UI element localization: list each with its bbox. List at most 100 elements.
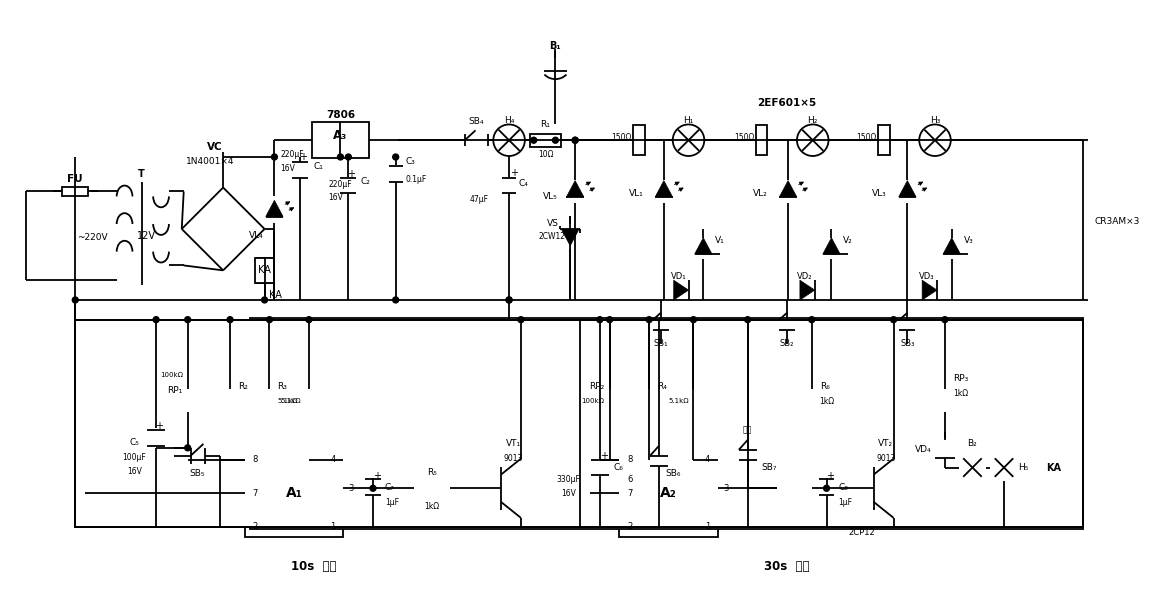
Text: C₈: C₈ [839,482,848,492]
Text: 7: 7 [252,488,258,498]
Circle shape [530,137,536,143]
Bar [878,126,890,155]
Polygon shape [566,181,584,197]
Circle shape [552,137,558,143]
Circle shape [572,137,578,143]
Text: V₁: V₁ [715,236,725,245]
Text: VD₄: VD₄ [915,445,931,454]
Bar [257,258,272,283]
Text: 8: 8 [252,455,258,464]
Circle shape [153,317,159,323]
Bar [687,385,700,413]
Text: 1μF: 1μF [839,497,853,507]
Text: VD₃: VD₃ [919,272,934,281]
Bar [938,385,951,413]
Text: C₇: C₇ [384,482,395,492]
Polygon shape [923,280,937,300]
Text: 7806: 7806 [326,110,355,120]
Text: 1kΩ: 1kΩ [425,501,439,510]
Circle shape [646,317,652,323]
Text: 2CP12: 2CP12 [849,528,875,537]
Text: 0.1μF: 0.1μF [405,175,426,184]
Text: 1N4001×4: 1N4001×4 [186,157,235,166]
Text: 10Ω: 10Ω [537,150,554,159]
Circle shape [271,154,277,160]
Text: R₁: R₁ [541,120,550,129]
Polygon shape [779,181,797,197]
Text: H₅: H₅ [1018,463,1029,472]
Text: +: + [347,169,355,179]
Text: C₄: C₄ [519,179,529,188]
Text: 16V: 16V [328,194,343,202]
Text: VL₃: VL₃ [872,189,888,198]
Bar [303,385,315,413]
Text: 1: 1 [331,522,335,531]
Bar [603,385,616,413]
Text: VS: VS [547,218,558,227]
Text: +: + [510,168,517,178]
Text: SB₅: SB₅ [189,469,206,478]
Text: 7: 7 [627,488,633,498]
Circle shape [72,297,78,303]
Circle shape [606,317,612,323]
Text: 8: 8 [627,455,633,464]
Text: 16V: 16V [280,164,296,173]
Text: 2EF601×5: 2EF601×5 [758,98,816,108]
Bar [756,126,767,155]
Text: KA: KA [1045,462,1061,472]
Polygon shape [674,280,688,300]
Text: 3: 3 [348,484,354,493]
Text: 1μF: 1μF [384,497,398,507]
Bar [75,320,1083,527]
Text: VL₄: VL₄ [249,231,264,240]
Text: 30s  延时: 30s 延时 [764,559,809,572]
Polygon shape [509,498,521,518]
Circle shape [227,317,232,323]
Bar [75,320,1083,527]
Text: R₄: R₄ [656,382,667,391]
Text: R₆: R₆ [820,382,829,391]
Text: 5.1kΩ: 5.1kΩ [280,398,301,404]
Circle shape [797,124,828,156]
Text: SB₆: SB₆ [665,469,681,478]
Text: KA: KA [258,265,271,275]
Polygon shape [695,238,712,254]
Text: 1kΩ: 1kΩ [820,397,835,406]
Text: 150Ω: 150Ω [612,133,632,141]
Circle shape [185,445,190,451]
Bar [633,126,645,155]
Text: KA: KA [270,290,283,300]
Bar [642,385,655,413]
Polygon shape [943,238,960,254]
Circle shape [338,154,343,160]
Polygon shape [898,181,916,197]
Polygon shape [800,280,815,300]
Text: +: + [299,152,307,162]
Text: 220μF: 220μF [328,179,353,189]
Text: A₃: A₃ [333,129,348,142]
Text: CR3AM×3: CR3AM×3 [1094,217,1140,226]
Circle shape [673,124,704,156]
Text: SB₂: SB₂ [780,339,794,348]
Text: R₅: R₅ [427,468,437,477]
Circle shape [493,124,524,156]
Text: RP₃: RP₃ [953,374,968,383]
Text: T: T [138,169,145,179]
Text: VT₁: VT₁ [506,439,521,448]
Bar [312,123,369,158]
Text: RP₂: RP₂ [590,382,605,391]
Bar [181,385,194,413]
Text: 100kΩ: 100kΩ [160,372,182,378]
Polygon shape [655,181,673,197]
Text: 2: 2 [252,522,258,531]
Text: 4: 4 [331,455,335,464]
Text: +: + [373,471,381,481]
Text: 47μF: 47μF [470,195,489,204]
Circle shape [346,154,352,160]
Text: 10s  延时: 10s 延时 [291,559,336,572]
Bar [263,385,276,413]
Text: C₁: C₁ [314,162,324,171]
Circle shape [392,154,398,160]
Text: RP₁: RP₁ [167,386,182,395]
Text: +: + [155,421,164,431]
